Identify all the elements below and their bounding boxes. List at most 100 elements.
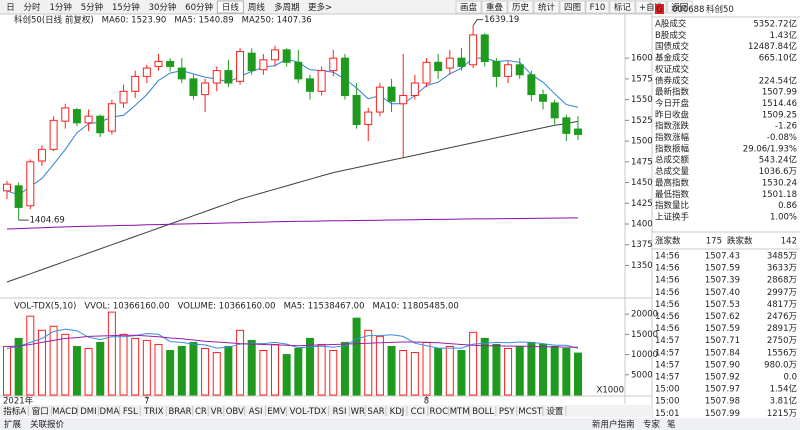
volume-bar — [294, 348, 303, 396]
indicator-tab[interactable]: MCST — [518, 407, 543, 417]
period-button[interactable]: 分时 — [23, 2, 41, 13]
tool-button[interactable]: +自选 — [639, 2, 664, 13]
period-button[interactable]: 30分钟 — [149, 2, 177, 13]
quote-value: 1.00% — [770, 212, 797, 222]
indicator-tab[interactable]: PSY — [499, 407, 516, 417]
tool-button-bg — [585, 0, 610, 14]
candle-body — [492, 60, 501, 77]
tool-button[interactable]: 历史 — [512, 2, 530, 13]
candle-body — [469, 34, 478, 66]
indicator-tab[interactable]: 设置 — [546, 406, 564, 417]
indicator-tab[interactable]: EMV — [267, 407, 286, 417]
volume-bar — [201, 348, 210, 396]
indicator-tab[interactable]: KDJ — [390, 407, 405, 417]
indicator-tab[interactable]: FSL — [123, 407, 138, 417]
period-button[interactable]: 5分钟 — [81, 2, 103, 13]
candle-body — [61, 107, 70, 122]
tool-button[interactable]: F10 — [590, 3, 606, 13]
period-button[interactable]: 日 — [6, 3, 15, 13]
indicator-tab[interactable]: BOLL — [472, 407, 494, 417]
volume-bar — [375, 335, 384, 396]
trade-volume: 2868万 — [767, 276, 797, 286]
indicator-tab[interactable]: CR — [195, 407, 207, 417]
tool-button[interactable]: 统计 — [538, 2, 556, 13]
indicator-tab[interactable]: OBV — [226, 407, 244, 417]
trade-time: 14:57 — [655, 348, 680, 358]
stock-name: 科创50 — [706, 4, 734, 15]
indicator-tab[interactable]: DMA — [99, 407, 119, 417]
indicator-tab[interactable]: RSI — [333, 407, 347, 417]
tool-button[interactable]: 四图 — [564, 3, 581, 13]
indicator-tab[interactable]: 指标A — [3, 406, 26, 417]
status-item[interactable]: 笔 — [667, 419, 676, 430]
candle-body — [259, 59, 268, 71]
x-tick-label: 8 — [424, 397, 429, 407]
trade-price: 1507.62 — [705, 312, 740, 322]
candle-body — [119, 90, 128, 104]
tool-button-bg — [481, 0, 508, 14]
candle-body — [96, 115, 105, 134]
indicator-tab[interactable]: MTM — [450, 407, 470, 417]
trade-price: 1507.99 — [705, 409, 740, 419]
tabs-bg — [0, 405, 652, 417]
period-button[interactable]: 1分钟 — [49, 2, 71, 13]
trade-time: 14:56 — [655, 252, 680, 262]
tool-button-bg — [455, 0, 482, 14]
indicator-tab[interactable]: TRIX — [143, 407, 164, 417]
candle-body — [340, 57, 349, 96]
period-button[interactable]: 日线 — [222, 2, 240, 13]
tool-button[interactable]: 画盘 — [460, 2, 478, 13]
x-tick-label: 2021年 — [3, 396, 34, 407]
quote-label: 总成交量 — [655, 166, 690, 177]
status-item[interactable]: 扩展 — [4, 419, 22, 430]
trade-time: 14:57 — [655, 336, 680, 346]
tab-active-bg — [216, 0, 244, 14]
candle-body — [539, 94, 548, 102]
quote-value: 12487.84亿 — [748, 41, 797, 52]
volume-bar — [469, 331, 478, 396]
period-button[interactable]: 15分钟 — [112, 2, 140, 13]
tool-button[interactable]: 重叠 — [486, 2, 504, 13]
trade-time: 15:01 — [655, 409, 680, 419]
volume-bar — [37, 329, 46, 396]
candle-body — [212, 70, 221, 84]
indicator-tab[interactable]: ROC — [429, 407, 448, 417]
indicator-tab[interactable]: 窗口 — [32, 406, 49, 417]
y-tick-label: 1575 — [631, 74, 653, 84]
quote-value: 224.54亿 — [759, 75, 797, 86]
period-button[interactable]: 60分钟 — [185, 2, 213, 13]
candle-body — [527, 74, 536, 96]
candle-body — [399, 94, 408, 105]
y-tick-label: 1525 — [631, 116, 653, 126]
candle-body — [142, 67, 151, 77]
y-tick-label: 1425 — [631, 199, 653, 209]
volume-bar — [410, 352, 419, 396]
volume-bar — [166, 350, 175, 396]
indicator-tab[interactable]: ASI — [249, 407, 263, 417]
volume-bar — [387, 345, 396, 396]
status-item[interactable]: 新用户指南 — [592, 419, 635, 430]
quote-label: 指数振幅 — [655, 143, 690, 154]
status-item[interactable]: 专家 — [643, 419, 661, 430]
candle-body — [236, 51, 245, 82]
period-button[interactable]: 更多> — [308, 2, 332, 13]
quote-value: 1.43亿 — [770, 30, 797, 41]
status-item[interactable]: 关联报价 — [30, 419, 65, 430]
candle-body — [305, 78, 314, 92]
trade-time: 14:56 — [655, 300, 680, 310]
volume-ma-line — [6, 334, 579, 348]
indicator-tab[interactable]: BRAR — [168, 407, 191, 417]
indicator-tab[interactable]: CCI — [411, 407, 425, 417]
tool-button[interactable]: 标记 — [614, 2, 632, 13]
tool-button[interactable]: 返回 — [671, 2, 688, 13]
period-button[interactable]: 周线 — [248, 2, 266, 13]
indicator-tab[interactable]: MACD — [52, 407, 78, 417]
indicator-tab[interactable]: WR — [351, 407, 365, 417]
indicator-tab[interactable]: SAR — [367, 407, 384, 417]
indicator-tab[interactable]: VR — [211, 407, 223, 417]
period-button[interactable]: 多周期 — [274, 2, 300, 13]
indicator-tab[interactable]: VOL-TDX — [290, 407, 327, 417]
unit-label: X1000 — [597, 386, 624, 396]
indicator-tab[interactable]: DMI — [80, 407, 96, 417]
volume-bar — [224, 345, 233, 396]
